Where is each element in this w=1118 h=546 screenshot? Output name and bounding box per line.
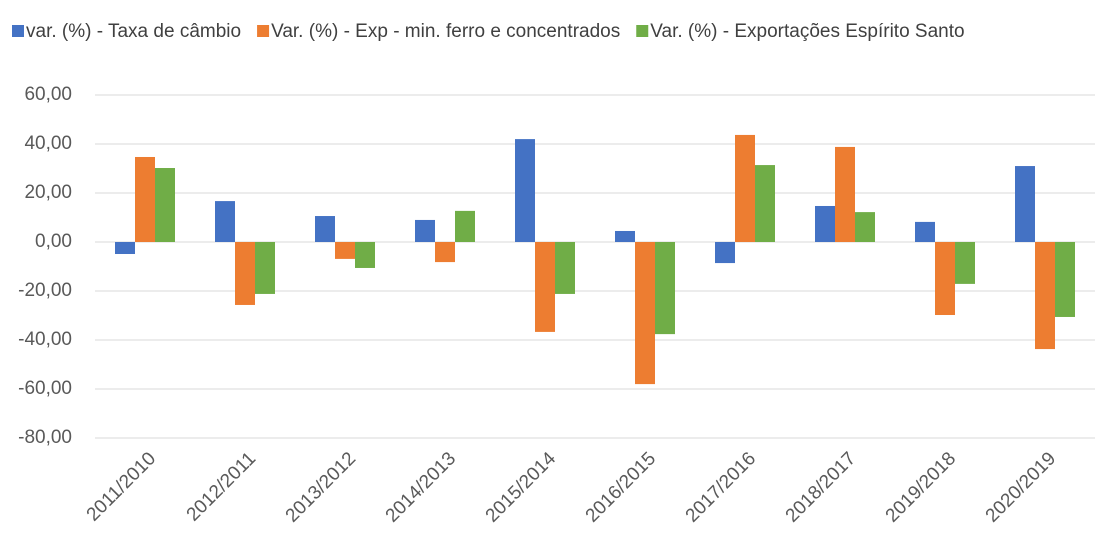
legend-swatch: [257, 25, 270, 37]
bar: [855, 212, 875, 242]
y-tick-label: -60,00: [18, 378, 72, 399]
bar: [315, 216, 335, 242]
x-tick-label: 2015/2014: [482, 448, 561, 527]
bar: [635, 242, 655, 385]
legend: var. (%) - Taxa de câmbio Var. (%) - Exp …: [12, 21, 965, 42]
x-tick-label: 2014/2013: [382, 448, 460, 526]
bar: [715, 242, 735, 264]
bar: [335, 242, 355, 259]
bar: [755, 165, 775, 242]
x-tick-label: 2012/2011: [183, 448, 260, 525]
bar: [555, 242, 575, 294]
legend-label: Var. (%) - Exp - min. ferro e concentrad…: [271, 21, 620, 42]
bar: [135, 156, 155, 242]
bar: [915, 221, 935, 242]
bar: [255, 242, 275, 294]
x-tick-label: 2017/2016: [682, 448, 760, 526]
y-tick-label: 0,00: [35, 231, 72, 252]
y-tick-label: -20,00: [18, 280, 72, 301]
y-tick-label: 20,00: [24, 182, 72, 203]
bar: [655, 242, 675, 335]
bar: [955, 242, 975, 284]
bar: [1035, 242, 1055, 350]
bar: [935, 242, 955, 316]
x-tick-label: 2011/2010: [83, 448, 160, 525]
x-tick-label: 2013/2012: [282, 448, 360, 526]
x-tick-label: 2019/2018: [882, 448, 960, 526]
bar: [515, 139, 535, 242]
bar: [115, 242, 135, 255]
y-tick-label: -80,00: [18, 427, 72, 448]
bar: [535, 242, 555, 332]
bar: [455, 210, 475, 242]
bar: [415, 219, 435, 242]
bar: [155, 168, 175, 242]
legend-label: var. (%) - Taxa de câmbio: [26, 21, 241, 42]
legend-label: Var. (%) - Exportações Espírito Santo: [650, 21, 964, 42]
y-tick-label: 60,00: [24, 84, 72, 105]
legend-swatch: [636, 25, 649, 37]
bar: [215, 201, 235, 242]
bar: [615, 230, 635, 242]
bar: [435, 242, 455, 263]
bar: [835, 146, 855, 242]
y-tick-label: -40,00: [18, 329, 72, 350]
x-tick-label: 2018/2017: [782, 448, 860, 526]
x-tick-label: 2020/2019: [982, 448, 1060, 526]
bar: [735, 134, 755, 242]
legend-swatch: [12, 25, 24, 37]
x-tick-label: 2016/2015: [582, 448, 660, 526]
bar: [815, 205, 835, 242]
bar: [1055, 242, 1075, 317]
bar: [1015, 166, 1035, 242]
y-tick-label: 40,00: [24, 133, 72, 154]
bar: [355, 242, 375, 268]
bar: [235, 242, 255, 305]
